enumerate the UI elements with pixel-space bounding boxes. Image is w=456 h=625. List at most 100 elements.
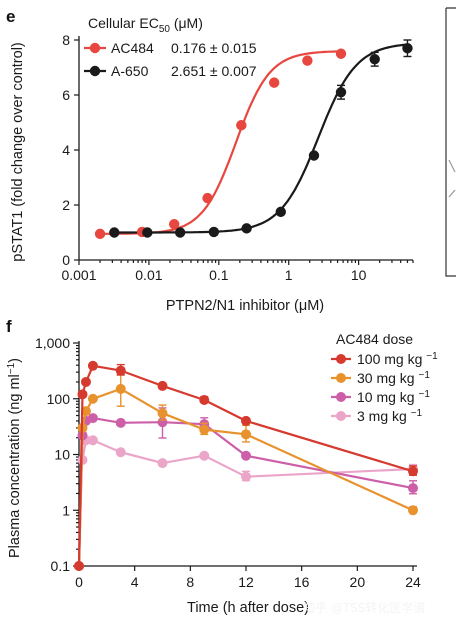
data-point xyxy=(408,483,418,494)
legend-title-e: Cellular EC50 (μM) xyxy=(88,15,203,35)
data-point xyxy=(115,417,126,428)
y-tick-label-e: 4 xyxy=(62,142,70,158)
legend-ec50-a650: 2.651 ± 0.007 xyxy=(171,63,257,79)
panel-label-f: f xyxy=(6,317,12,336)
data-point xyxy=(87,393,98,404)
legend-item-f: 3 mg kg −1 xyxy=(331,408,423,424)
y-tick-label-e: 8 xyxy=(62,32,70,48)
legend-swatch-marker xyxy=(336,373,346,383)
y-tick-label-e: 2 xyxy=(62,197,70,213)
legend-label-ac484: AC484 xyxy=(111,40,154,56)
data-point-a650 xyxy=(335,87,347,98)
data-point xyxy=(241,415,251,426)
x-tick-label-e: 1 xyxy=(285,267,293,283)
data-point xyxy=(408,466,418,477)
data-point xyxy=(87,435,98,446)
data-point xyxy=(80,406,91,417)
data-point-a650 xyxy=(174,227,186,238)
y-axis-label-f: Plasma concentration (ng ml−1) xyxy=(6,358,23,558)
fit-curve-a650 xyxy=(114,43,408,234)
x-tick-label-f: 16 xyxy=(294,574,310,590)
data-point xyxy=(115,365,126,376)
y-tick-label-e: 6 xyxy=(62,87,70,103)
data-point-a650 xyxy=(402,43,413,54)
legend-ec50-ac484: 0.176 ± 0.015 xyxy=(171,40,257,56)
y-tick-label-f: 1 xyxy=(62,502,70,518)
data-point xyxy=(408,505,418,516)
x-tick-label-f: 12 xyxy=(238,574,254,590)
legend-swatch-marker xyxy=(336,354,346,364)
legend-item-f: 10 mg kg −1 xyxy=(331,389,430,405)
panel-e-data-points xyxy=(94,39,413,240)
data-point xyxy=(199,394,210,405)
panel-label-e: e xyxy=(6,7,15,26)
data-point-a650 xyxy=(208,226,220,238)
legend-label-f: 10 mg kg −1 xyxy=(357,389,430,405)
adjacent-panel-fragment xyxy=(445,7,456,277)
x-tick-label-f: 24 xyxy=(405,574,421,590)
data-point xyxy=(157,380,168,391)
x-tick-label-e: 0.001 xyxy=(61,267,96,283)
x-tick-label-f: 20 xyxy=(350,574,366,590)
y-tick-label-f: 1,000 xyxy=(35,335,70,351)
data-point xyxy=(241,471,251,482)
data-point xyxy=(74,561,84,571)
data-point xyxy=(157,458,168,469)
x-tick-label-e: 0.1 xyxy=(209,267,229,283)
panel-f-legend: AC484 dose 100 mg kg −1 30 mg kg −1 10 mg … xyxy=(331,331,438,424)
data-point-a650 xyxy=(275,206,286,218)
data-point xyxy=(241,450,251,461)
x-axis-label-f: Time (h after dose) xyxy=(187,600,309,616)
data-point-ac484 xyxy=(94,228,106,240)
data-point xyxy=(157,408,168,419)
data-point xyxy=(241,429,251,440)
x-tick-label-f: 0 xyxy=(75,574,83,590)
data-point xyxy=(199,424,210,435)
data-point-ac484 xyxy=(302,55,313,66)
legend-label-f: 30 mg kg −1 xyxy=(357,370,430,386)
x-axis-label-e: PTPN2/N1 inhibitor (μM) xyxy=(166,298,324,314)
data-point xyxy=(87,360,98,371)
data-point xyxy=(80,376,91,387)
legend-item-f: 100 mg kg −1 xyxy=(331,351,438,367)
y-tick-label-f: 10 xyxy=(54,447,70,463)
data-point-ac484 xyxy=(202,192,213,204)
legend-title-f: AC484 dose xyxy=(336,331,413,347)
data-point xyxy=(199,450,210,461)
panel-e: e 0.001 0.01 0.1 1 10 0 2 4 6 8 Cellular EC50 (μM… xyxy=(6,7,414,314)
data-point xyxy=(77,389,88,400)
data-point xyxy=(87,413,98,424)
y-axis-label-e: pSTAT1 (fold change over control) xyxy=(10,42,26,261)
data-point-a650 xyxy=(142,227,153,238)
x-tick-label-e: 0.01 xyxy=(135,267,162,283)
data-point xyxy=(115,383,126,394)
data-point-ac484 xyxy=(236,120,247,131)
legend-swatch-marker xyxy=(336,411,346,421)
legend-item-f: 30 mg kg −1 xyxy=(331,370,430,386)
panel-e-axes: 0.001 0.01 0.1 1 10 0 2 4 6 8 xyxy=(61,32,414,283)
data-point-a650 xyxy=(109,227,120,238)
legend-item-a650: A-650 2.651 ± 0.007 xyxy=(84,63,257,79)
legend-swatch-marker xyxy=(336,392,346,402)
x-tick-label-e: 10 xyxy=(351,267,367,283)
panel-f: f 0 4 8 12 16 20 24 0.1 1 10 100 1,000 AC484 dose 1… xyxy=(6,317,438,616)
legend-item-ac484: AC484 0.176 ± 0.015 xyxy=(84,40,257,56)
data-point-a650 xyxy=(308,150,320,161)
x-tick-label-f: 4 xyxy=(131,574,139,590)
legend-label-a650: A-650 xyxy=(111,63,149,79)
data-point-a650 xyxy=(369,54,380,65)
data-point xyxy=(115,447,126,458)
data-point-ac484 xyxy=(335,48,347,59)
y-tick-label-f: 0.1 xyxy=(51,558,71,574)
y-tick-label-e: 0 xyxy=(62,252,70,268)
x-tick-label-f: 8 xyxy=(186,574,194,590)
watermark: 知乎 @TSS转化医学谱 xyxy=(303,600,425,615)
data-point-a650 xyxy=(241,223,252,234)
y-tick-label-f: 100 xyxy=(47,391,71,407)
data-point-ac484 xyxy=(168,219,180,230)
panel-e-legend: Cellular EC50 (μM) AC484 0.176 ± 0.015 A… xyxy=(84,15,257,79)
data-point-ac484 xyxy=(268,77,280,88)
panel-f-series xyxy=(74,360,418,571)
legend-label-f: 3 mg kg −1 xyxy=(357,408,423,424)
